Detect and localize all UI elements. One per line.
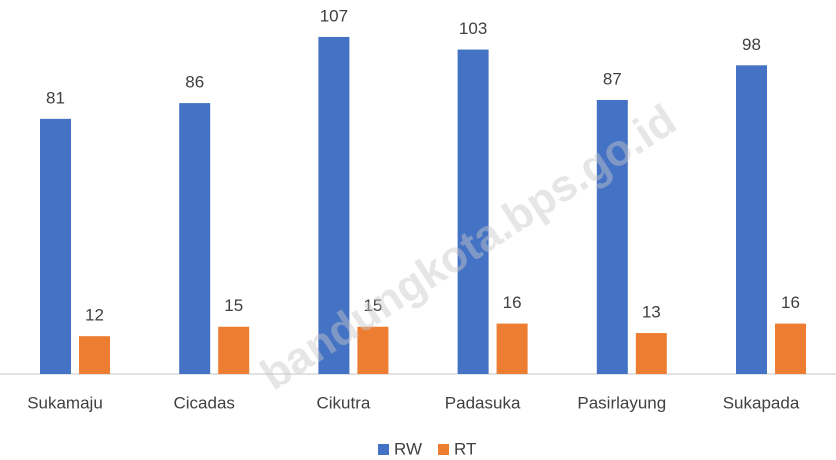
x-tick-label: Cikutra xyxy=(316,393,370,412)
bar xyxy=(179,103,211,374)
bar xyxy=(40,118,71,374)
bar xyxy=(596,99,628,374)
data-label: 107 xyxy=(320,6,348,25)
data-label: 13 xyxy=(642,303,661,322)
bar xyxy=(635,333,667,374)
data-label: 15 xyxy=(363,296,382,315)
data-label: 12 xyxy=(85,306,104,325)
data-label: 103 xyxy=(459,19,487,38)
data-label: 87 xyxy=(603,69,622,88)
legend-swatch xyxy=(378,444,389,455)
bar xyxy=(457,49,489,375)
data-label: 98 xyxy=(742,35,761,54)
x-tick-label: Padasuka xyxy=(445,393,521,412)
x-tick-label: Sukamaju xyxy=(27,393,103,412)
x-tick-label: Sukapada xyxy=(723,393,800,412)
bar xyxy=(775,323,806,374)
bar xyxy=(736,65,767,375)
data-label: 16 xyxy=(503,293,522,312)
data-label: 86 xyxy=(185,73,204,92)
bar xyxy=(318,36,350,374)
bar xyxy=(218,326,250,374)
bar xyxy=(496,323,528,374)
data-label: 16 xyxy=(781,293,800,312)
bar xyxy=(357,326,389,374)
bar xyxy=(79,336,110,374)
x-tick-label: Pasirlayung xyxy=(577,393,666,412)
data-label: 81 xyxy=(46,88,65,107)
legend-swatch xyxy=(438,444,449,455)
legend-label: RT xyxy=(454,439,476,458)
legend-label: RW xyxy=(394,439,422,458)
data-label: 15 xyxy=(224,296,243,315)
x-tick-label: Cicadas xyxy=(173,393,234,412)
